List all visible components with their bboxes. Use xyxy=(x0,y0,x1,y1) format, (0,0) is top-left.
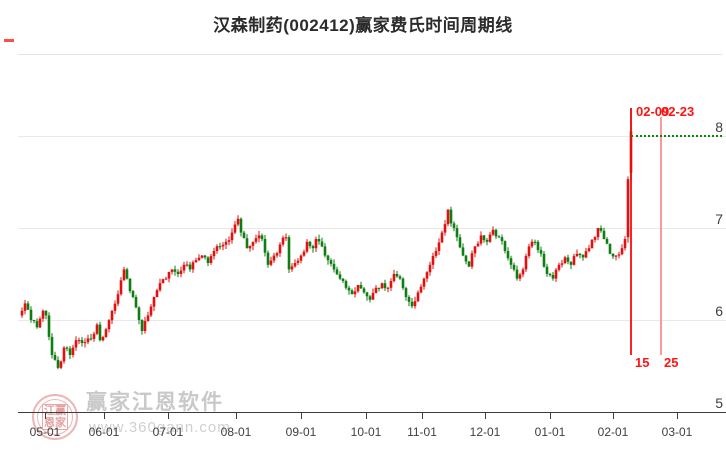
fib-cycle-count-label: 15 xyxy=(635,355,650,370)
fib-cycle-count-label: 25 xyxy=(664,355,679,370)
watermark-logo-inner-ring: 江赢 恩家 xyxy=(37,399,73,435)
x-axis-tick xyxy=(45,413,46,419)
x-axis-line xyxy=(18,412,726,413)
fib-cycle-line xyxy=(630,108,632,355)
x-axis-tick xyxy=(366,413,367,419)
fib-cycle-date-label: 02-09 xyxy=(636,104,670,119)
x-axis-tick xyxy=(550,413,551,419)
x-axis-label: 01-01 xyxy=(534,425,566,439)
chart-title: 汉森制药(002412)赢家费氏时间周期线 xyxy=(213,16,513,35)
x-axis-label: 11-01 xyxy=(407,425,437,439)
fib-cycle-line xyxy=(660,117,662,355)
x-axis-tick xyxy=(104,413,105,419)
x-axis-label: 10-01 xyxy=(350,425,382,439)
x-axis-tick xyxy=(236,413,237,419)
watermark-logo-text: 江赢 恩家 xyxy=(42,404,68,430)
x-axis-label: 07-01 xyxy=(152,425,184,439)
gridline xyxy=(18,228,726,229)
x-axis-tick xyxy=(422,413,423,419)
fib-cycle-date-label: 02-23 xyxy=(661,104,695,119)
x-axis-label: 05-01 xyxy=(29,425,61,439)
y-axis-label: 6 xyxy=(715,303,723,319)
y-axis-label: 5 xyxy=(715,395,723,411)
watermark-brand-text: 赢家江恩软件 xyxy=(86,391,224,414)
x-axis-label: 06-01 xyxy=(88,425,120,439)
watermark-logo-icon: 江赢 恩家 xyxy=(32,394,78,440)
watermark-logo-row1: 江赢 xyxy=(44,405,66,417)
watermark-logo-row2: 恩家 xyxy=(44,417,66,429)
y-axis-label: 7 xyxy=(715,211,723,227)
price-level-dotted-line xyxy=(631,135,722,137)
x-axis-label: 02-01 xyxy=(597,425,629,439)
x-axis-tick xyxy=(301,413,302,419)
x-axis-tick xyxy=(485,413,486,419)
x-axis-label: 08-01 xyxy=(220,425,252,439)
x-axis-tick xyxy=(613,413,614,419)
gridline xyxy=(18,136,726,137)
plot-top-border xyxy=(18,54,722,55)
y-axis-label: 8 xyxy=(715,119,723,135)
x-axis-label: 03-01 xyxy=(661,425,693,439)
red-dash-mark xyxy=(4,39,14,42)
x-axis-label: 12-01 xyxy=(469,425,501,439)
x-axis-label: 09-01 xyxy=(285,425,317,439)
x-axis-tick xyxy=(168,413,169,419)
watermark-url-text: www.360gann.com xyxy=(89,419,231,436)
gridline xyxy=(18,320,726,321)
x-axis-tick xyxy=(677,413,678,419)
